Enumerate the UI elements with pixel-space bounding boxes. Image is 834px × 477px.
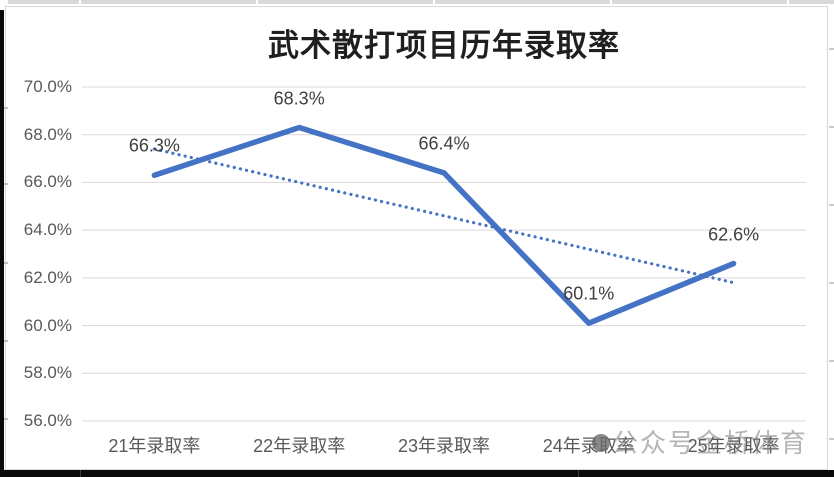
- sheet-bottom-divider: [80, 470, 81, 477]
- sheet-row-tick: [829, 204, 834, 206]
- y-tick-label: 68.0%: [23, 124, 72, 144]
- sheet-top-edge: [8, 0, 834, 4]
- sheet-row-tick: [829, 48, 834, 50]
- x-category-label: 23年录取率: [397, 436, 491, 456]
- sheet-row-tick: [4, 418, 8, 420]
- sheet-row-tick: [829, 360, 834, 362]
- data-label: 60.1%: [563, 283, 615, 304]
- sheet-column-divider: [787, 0, 789, 4]
- sheet-row-tick: [4, 183, 8, 185]
- y-tick-label: 58.0%: [23, 363, 72, 383]
- sheet-column-divider: [79, 0, 81, 4]
- y-tick-label: 66.0%: [23, 172, 72, 192]
- sheet-bottom-edge: [0, 470, 834, 477]
- chart-title[interactable]: 武术散打项目历年录取率: [268, 28, 620, 64]
- chart-area[interactable]: 武术散打项目历年录取率 公众号金桥体育 70.0% 68.0% 66.0% 64.0%…: [5, 6, 828, 470]
- sheet-left-edge: [0, 10, 4, 477]
- y-tick-label: 56.0%: [23, 411, 72, 430]
- sheet-row-tick: [829, 438, 834, 440]
- sheet-bottom-divider: [578, 470, 579, 477]
- x-category-label: 25年录取率: [687, 436, 780, 456]
- y-tick-label: 62.0%: [23, 267, 72, 287]
- x-category-label: 22年录取率: [253, 436, 346, 456]
- sheet-column-divider: [433, 0, 435, 4]
- plot-canvas: [82, 86, 806, 422]
- x-category-label: 24年录取率: [542, 436, 635, 456]
- y-tick-label: 70.0%: [23, 77, 72, 96]
- sheet-row-tick: [4, 262, 8, 264]
- sheet-column-divider: [610, 0, 612, 4]
- sheet-row-tick: [829, 126, 834, 128]
- sheet-row-tick: [829, 282, 834, 284]
- sheet-column-divider: [256, 0, 258, 4]
- data-label: 66.3%: [128, 135, 180, 156]
- sheet-row-tick: [4, 107, 8, 109]
- series-line-admission-rate[interactable]: [151, 124, 737, 326]
- data-label: 62.6%: [708, 224, 760, 245]
- y-tick-label: 64.0%: [23, 220, 72, 240]
- x-category-label: 21年录取率: [108, 436, 201, 456]
- data-label: 68.3%: [273, 88, 325, 109]
- y-tick-label: 60.0%: [23, 315, 72, 335]
- sheet-row-tick: [4, 340, 8, 342]
- trendline-dotted[interactable]: [152, 147, 736, 285]
- data-label: 66.4%: [418, 133, 470, 154]
